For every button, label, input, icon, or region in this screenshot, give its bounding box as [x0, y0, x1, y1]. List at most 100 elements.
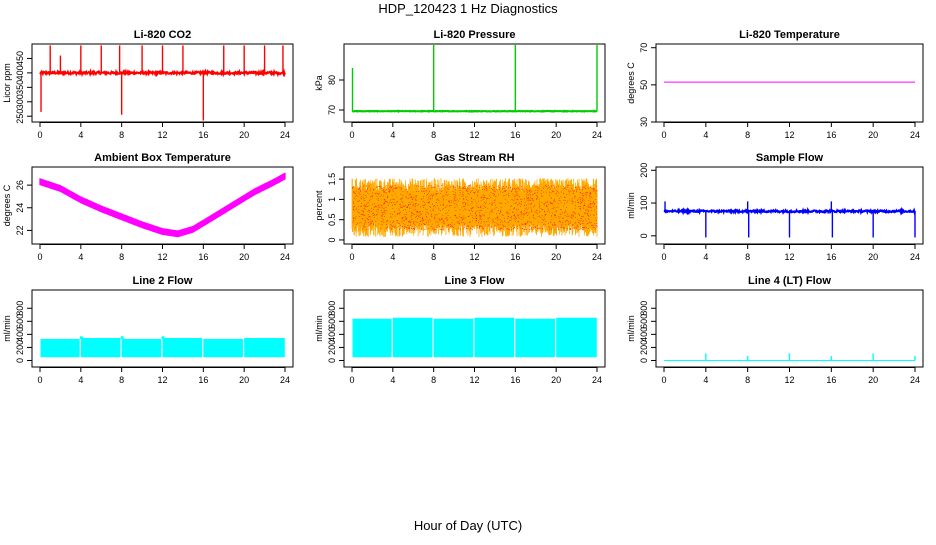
series-line: [351, 109, 598, 114]
x-tick-label: 0: [661, 375, 666, 385]
x-tick-label: 16: [826, 252, 836, 262]
y-tick-label: 450: [15, 51, 25, 66]
x-tick-label: 8: [431, 375, 436, 385]
panel-title: Li-820 Temperature: [739, 29, 840, 41]
panel-title: Line 3 Flow: [445, 275, 505, 287]
x-tick-label: 8: [119, 130, 124, 140]
y-axis-label: Licor ppm: [2, 63, 12, 103]
y-axis-label: degrees C: [2, 184, 12, 226]
panel-8: Line 4 (LT) Flow ml/min 0 4 8 12 16 20 24 0 200400…: [626, 275, 924, 385]
y-tick-label: 0: [639, 233, 649, 238]
x-tick-label: 4: [390, 252, 395, 262]
x-tick-label: 16: [198, 130, 208, 140]
y-tick-label: 200: [639, 340, 649, 355]
panel-6: Line 2 Flow ml/min 0 4 8 12 16 20 24 0 20040060080…: [2, 275, 294, 385]
x-tick-label: 8: [119, 252, 124, 262]
y-tick-label: 200: [639, 163, 649, 178]
x-tick-label: 16: [510, 375, 520, 385]
series-points: [352, 184, 598, 231]
x-tick-label: 20: [551, 130, 561, 140]
x-tick-label: 16: [826, 130, 836, 140]
x-tick-label: 20: [239, 375, 249, 385]
panel-2: Li-820 Temperature degrees C 0 4 8 12 16 20 24 30…: [626, 29, 924, 140]
y-tick-label: 22: [15, 225, 25, 235]
y-tick-label: 100: [639, 196, 649, 211]
y-tick-label: 800: [15, 301, 25, 316]
y-axis-label: ml/min: [626, 315, 636, 342]
y-tick-label: 0: [327, 358, 337, 363]
y-tick-label: 600: [639, 314, 649, 329]
x-tick-label: 12: [784, 375, 794, 385]
y-tick-label: 1: [327, 197, 337, 202]
x-tick-label: 0: [349, 252, 354, 262]
x-tick-label: 8: [745, 252, 750, 262]
y-tick-label: 0.5: [327, 213, 337, 226]
panel-title: Sample Flow: [756, 152, 824, 164]
x-tick-label: 24: [592, 130, 602, 140]
series-segment: [162, 337, 203, 358]
series-segment: [392, 317, 433, 358]
x-tick-label: 16: [826, 375, 836, 385]
panel-4: Gas Stream RH percent 0 4 8 12 16 20 24 0 0.5 1 1.5: [314, 152, 606, 262]
x-tick-label: 24: [910, 252, 920, 262]
x-tick-label: 20: [239, 252, 249, 262]
panel-title: Line 4 (LT) Flow: [748, 275, 831, 287]
x-tick-label: 12: [784, 252, 794, 262]
y-tick-label: 800: [327, 301, 337, 316]
x-tick-label: 16: [510, 130, 520, 140]
x-tick-label: 4: [390, 375, 395, 385]
series-segment: [203, 338, 243, 358]
y-tick-label: 24: [15, 203, 25, 213]
y-tick-label: 30: [639, 117, 649, 127]
y-tick-label: 400: [327, 327, 337, 342]
y-tick-label: 600: [15, 314, 25, 329]
series-segment: [40, 338, 80, 358]
y-tick-label: 80: [327, 75, 337, 85]
x-tick-label: 24: [280, 130, 290, 140]
x-tick-label: 0: [661, 130, 666, 140]
x-tick-label: 24: [910, 375, 920, 385]
y-axis-label: kPa: [314, 75, 324, 91]
series-segment: [515, 318, 555, 358]
x-tick-label: 4: [78, 375, 83, 385]
x-tick-label: 8: [745, 130, 750, 140]
series-spike: [161, 336, 165, 339]
series-segment: [121, 338, 162, 358]
y-tick-label: 200: [15, 340, 25, 355]
x-tick-label: 4: [703, 375, 708, 385]
y-tick-label: 0: [327, 237, 337, 242]
y-tick-label: 70: [327, 105, 337, 115]
series-band: [351, 178, 598, 237]
series-band: [39, 172, 286, 238]
x-tick-label: 0: [349, 375, 354, 385]
y-tick-label: 200: [327, 340, 337, 355]
y-tick-label: 1.5: [327, 173, 337, 186]
series-segment: [474, 317, 515, 358]
panel-title: Line 2 Flow: [133, 275, 193, 287]
y-tick-label: 400: [639, 327, 649, 342]
y-tick-label: 50: [639, 80, 649, 90]
x-tick-label: 0: [37, 130, 42, 140]
x-tick-label: 20: [868, 252, 878, 262]
series-segment: [556, 317, 597, 358]
x-tick-label: 16: [198, 375, 208, 385]
x-tick-label: 4: [390, 130, 395, 140]
series-segment: [433, 318, 474, 358]
x-tick-label: 12: [469, 130, 479, 140]
x-tick-label: 4: [703, 130, 708, 140]
figure-title: HDP_120423 1 Hz Diagnostics: [378, 1, 558, 16]
panel-title: Li-820 Pressure: [434, 29, 516, 41]
x-tick-label: 8: [431, 252, 436, 262]
figure-xlabel: Hour of Day (UTC): [413, 518, 523, 533]
y-tick-label: 400: [15, 327, 25, 342]
x-tick-label: 12: [469, 375, 479, 385]
y-tick-label: 350: [15, 80, 25, 95]
x-tick-label: 24: [592, 375, 602, 385]
x-tick-label: 4: [703, 252, 708, 262]
x-tick-label: 20: [239, 130, 249, 140]
series-segment: [352, 318, 392, 358]
x-tick-label: 16: [198, 252, 208, 262]
